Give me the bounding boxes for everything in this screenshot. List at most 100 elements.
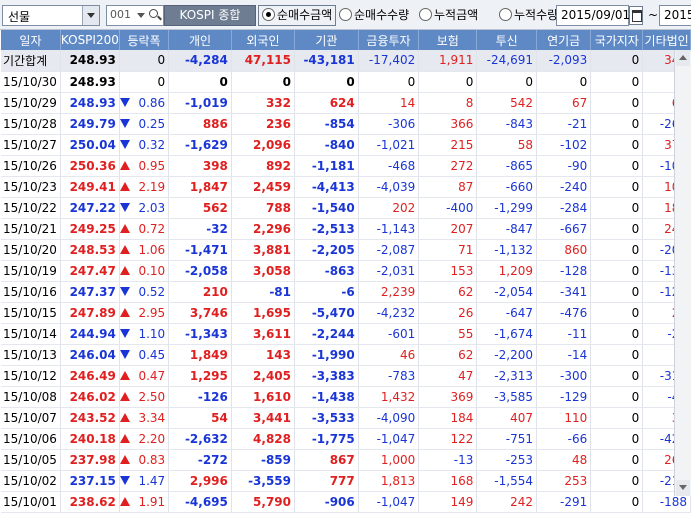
value-cell: -13 — [418, 449, 478, 471]
table-row[interactable]: 15/10/15 247.89 2.95 3,746 1,695 -5,470 -4,232… — [1, 302, 691, 324]
value-cell: 87 — [418, 176, 478, 198]
table-row[interactable]: 15/10/16 247.37 0.52 210 -81 -6 2,239 62 -2,054-… — [1, 281, 691, 303]
value-cell: 71 — [418, 239, 478, 261]
table-row[interactable]: 15/10/14 244.94 1.10 -1,343 3,611 -2,244 -601 5… — [1, 323, 691, 345]
market-select[interactable]: 선물 — [2, 5, 100, 26]
column-header[interactable]: 일자 — [1, 30, 61, 50]
value-cell: 207 — [418, 218, 478, 240]
value-cell: -21 — [536, 113, 592, 135]
table-row[interactable]: 15/10/29248.930.86-1,0193326241485426706… — [1, 92, 691, 114]
value-cell: 242 — [476, 491, 537, 513]
column-header[interactable]: 외국인 — [231, 30, 296, 50]
table-row[interactable]: 15/10/28 249.79 0.25 886 236 -854 -306 366 -843-… — [1, 113, 691, 135]
column-header[interactable]: 기관 — [294, 30, 359, 50]
change-cell: 1.10 — [119, 323, 170, 345]
table-row[interactable]: 15/10/02 237.15 1.47 2,996 -3,559 777 1,813 168… — [1, 470, 691, 492]
table-row[interactable]: 15/10/22 247.22 2.03 562 788 -1,540 202 -400 -1,… — [1, 197, 691, 219]
value-cell: -2,200 — [476, 344, 537, 366]
search-icon[interactable] — [148, 8, 161, 21]
value-cell: 1,847 — [168, 176, 232, 198]
value-cell: 3,058 — [231, 260, 296, 282]
value-cell: 47 — [418, 365, 478, 387]
value-cell: 0 — [590, 218, 644, 240]
table-row[interactable]: 15/10/05 237.98 0.83 -272 -859 867 1,000 -13 -25… — [1, 449, 691, 471]
vertical-scrollbar[interactable] — [674, 50, 691, 496]
column-header[interactable]: 투신 — [476, 30, 537, 50]
radio-net-buy-qty[interactable]: 순매수수량 — [339, 5, 409, 26]
value-cell: -863 — [294, 260, 359, 282]
scroll-down-icon[interactable] — [676, 480, 690, 496]
value-cell: 0 — [590, 113, 644, 135]
column-header[interactable]: 국가지자 — [590, 30, 644, 50]
change-value: 0.25 — [138, 116, 166, 131]
scroll-up-icon[interactable] — [676, 50, 690, 66]
value-cell: 1,000 — [358, 449, 420, 471]
change-cell: 1.06 — [119, 239, 170, 261]
column-header[interactable]: 보험 — [418, 30, 478, 50]
value-cell: 143 — [231, 344, 296, 366]
end-date-value: 2015 — [664, 8, 691, 22]
kospi200-cell: 243.52 — [60, 407, 120, 429]
kospi200-cell: 247.89 — [60, 302, 120, 324]
change-value: 0.10 — [138, 263, 166, 278]
value-cell: -32 — [168, 218, 232, 240]
table-row[interactable]: 15/10/19 247.47 0.10 -2,058 3,058 -863 -2,031 1… — [1, 260, 691, 282]
table-row[interactable]: 15/10/07 243.52 3.34 54 3,441 -3,533 -4,090 184… — [1, 407, 691, 429]
radio-cumulative-qty[interactable]: 누적수량 — [499, 5, 558, 26]
table-row[interactable]: 15/10/01 238.62 1.91 -4,695 5,790 -906 -1,047 1… — [1, 491, 691, 513]
table-row[interactable]: 15/10/21 249.25 0.72 -32 2,296 -2,513 -1,143 20… — [1, 218, 691, 240]
change-value: 0.47 — [138, 368, 166, 383]
kospi200-cell: 247.47 — [60, 260, 120, 282]
column-header[interactable]: KOSPI200 — [60, 30, 120, 50]
total-row[interactable]: 기간합계 248.93 0 -4,284 47,115 -43,181 -17,402 1,9… — [1, 50, 691, 72]
column-header[interactable]: 기타법인 — [642, 30, 691, 50]
value-cell: 624 — [294, 92, 359, 114]
value-cell: -2,632 — [168, 428, 232, 450]
radio-net-buy-amount[interactable]: 순매수금액 — [258, 5, 337, 26]
table-row[interactable]: 15/10/06 240.18 2.20 -2,632 4,828 -1,775 -1,04… — [1, 428, 691, 450]
market-button[interactable]: KOSPI 종합 — [164, 5, 256, 26]
value-cell: -2,031 — [358, 260, 420, 282]
radio-cumulative-amount[interactable]: 누적금액 — [419, 5, 478, 26]
table-row[interactable]: 15/10/12 246.49 0.47 1,295 2,405 -3,383 -783 47… — [1, 365, 691, 387]
triangle-down-icon — [119, 119, 130, 128]
change-cell: 0.83 — [119, 449, 170, 471]
value-cell: 46 — [358, 344, 420, 366]
value-cell: 26 — [418, 302, 478, 324]
column-header[interactable]: 등락폭 — [119, 30, 170, 50]
table-row[interactable]: 15/10/20 248.53 1.06 -1,471 3,881 -2,205 -2,08… — [1, 239, 691, 261]
value-cell: -3,533 — [294, 407, 359, 429]
triangle-up-icon — [119, 182, 130, 191]
table-row[interactable]: 15/10/23 249.41 2.19 1,847 2,459 -4,413 -4,039… — [1, 176, 691, 198]
table-row[interactable]: 15/10/08 246.02 2.50 -126 1,610 -1,438 1,432 36… — [1, 386, 691, 408]
value-cell: 0 — [418, 71, 478, 93]
date-cell: 15/10/07 — [1, 407, 61, 429]
table-row[interactable]: 15/10/13 246.04 0.45 1,849 143 -1,990 46 62 -2,2… — [1, 344, 691, 366]
change-value: 1.06 — [138, 242, 166, 257]
code-input[interactable]: 001 — [106, 5, 164, 26]
value-cell: -854 — [294, 113, 359, 135]
change-cell: 0.25 — [119, 113, 170, 135]
kospi200-cell: 237.98 — [60, 449, 120, 471]
chevron-down-icon[interactable] — [135, 6, 147, 25]
value-cell: -647 — [476, 302, 537, 324]
value-cell: -291 — [536, 491, 592, 513]
date-cell: 15/10/20 — [1, 239, 61, 261]
value-cell: 4,828 — [231, 428, 296, 450]
column-header[interactable]: 금융투자 — [358, 30, 420, 50]
column-header[interactable]: 개인 — [168, 30, 232, 50]
value-cell: -1,299 — [476, 197, 537, 219]
start-date-input[interactable]: 2015/09/01 — [556, 5, 630, 26]
change-value: 2.03 — [138, 200, 166, 215]
chevron-down-icon[interactable] — [82, 6, 99, 25]
calendar-icon[interactable] — [629, 6, 643, 25]
end-date-input[interactable]: 2015 — [659, 5, 691, 26]
table-row[interactable]: 15/10/27 250.04 0.32 -1,629 2,096 -840 -1,021 2… — [1, 134, 691, 156]
value-cell: 1,610 — [231, 386, 296, 408]
table-row[interactable]: 15/10/26 250.36 0.95 398 892 -1,181 -468 272 -86… — [1, 155, 691, 177]
change-value: 0.52 — [138, 284, 166, 299]
column-header[interactable]: 연기금 — [536, 30, 592, 50]
date-cell: 15/10/08 — [1, 386, 61, 408]
value-cell: -17,402 — [358, 50, 420, 72]
